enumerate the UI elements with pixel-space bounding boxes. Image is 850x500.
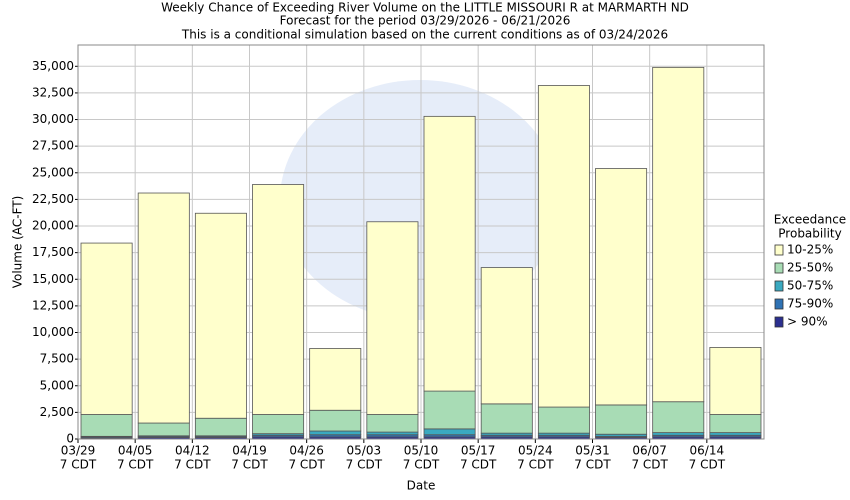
bar-segment xyxy=(309,409,362,432)
x-tick-label: 7 CDT xyxy=(403,458,440,472)
legend-swatch xyxy=(774,244,784,256)
y-tick-label: 15,000 xyxy=(32,272,74,286)
x-tick-label: 7 CDT xyxy=(574,458,611,472)
bar-segment xyxy=(366,414,419,433)
plot-border xyxy=(77,44,765,440)
bar-segment xyxy=(423,390,476,430)
y-axis-label: Volume (AC-FT) xyxy=(11,196,25,289)
bar-segment xyxy=(423,115,476,392)
bar-segment xyxy=(137,422,190,437)
bar-segment xyxy=(80,414,133,437)
bar-segment xyxy=(480,403,533,434)
y-tick-label: 7,500 xyxy=(40,352,74,366)
x-tick-label: 04/19 xyxy=(232,444,267,458)
watermark xyxy=(280,80,560,320)
legend-label: > 90% xyxy=(787,315,828,329)
x-tick-label: 7 CDT xyxy=(689,458,726,472)
bar-segment xyxy=(423,428,476,436)
x-tick-label: 7 CDT xyxy=(288,458,325,472)
x-tick-label: 06/14 xyxy=(690,444,725,458)
x-tick-label: 7 CDT xyxy=(631,458,668,472)
y-tick-label: 35,000 xyxy=(32,59,74,73)
y-tick-label: 10,000 xyxy=(32,325,74,339)
x-tick-label: 7 CDT xyxy=(231,458,268,472)
y-tick-label: 17,500 xyxy=(32,245,74,259)
legend-label: 25-50% xyxy=(787,261,833,275)
bar-segment xyxy=(537,406,590,434)
legend-title: Exceedance xyxy=(774,213,846,227)
x-tick-label: 7 CDT xyxy=(460,458,497,472)
x-tick-label: 7 CDT xyxy=(517,458,554,472)
bar-segment xyxy=(652,66,705,403)
bar-segment xyxy=(194,212,247,419)
bar-segment xyxy=(309,348,362,411)
bar-segment xyxy=(80,242,133,415)
x-tick-label: 04/12 xyxy=(175,444,210,458)
x-tick-label: 05/31 xyxy=(575,444,610,458)
x-tick-label: 05/17 xyxy=(461,444,496,458)
x-tick-label: 7 CDT xyxy=(117,458,154,472)
bar-segment xyxy=(366,221,419,415)
x-tick-label: 7 CDT xyxy=(174,458,211,472)
legend-label: 10-25% xyxy=(787,243,833,257)
y-tick-label: 25,000 xyxy=(32,165,74,179)
y-tick-label: 0 xyxy=(66,432,74,446)
x-tick-label: 05/10 xyxy=(404,444,439,458)
bar-segment xyxy=(309,430,362,436)
bar-segment xyxy=(595,168,648,406)
bar-segment xyxy=(652,401,705,434)
legend-swatch xyxy=(774,316,784,328)
bar-segment xyxy=(709,414,762,434)
y-tick-label: 2,500 xyxy=(40,405,74,419)
x-tick-label: 06/07 xyxy=(632,444,667,458)
y-tick-label: 22,500 xyxy=(32,192,74,206)
bar-segment xyxy=(480,267,533,405)
bar-segment xyxy=(252,414,305,435)
legend-title: Probability xyxy=(778,227,841,241)
legend-label: 75-90% xyxy=(787,297,833,311)
y-tick-label: 30,000 xyxy=(32,112,74,126)
x-axis-label: Date xyxy=(407,479,436,493)
x-tick-label: 05/03 xyxy=(347,444,382,458)
x-tick-label: 7 CDT xyxy=(346,458,383,472)
legend-swatch xyxy=(774,298,784,310)
y-tick-label: 27,500 xyxy=(32,139,74,153)
bar-segment xyxy=(537,85,590,408)
chart-title: Weekly Chance of Exceeding River Volume … xyxy=(161,1,689,15)
legend-swatch xyxy=(774,280,784,292)
chart-subtitle: Forecast for the period 03/29/2026 - 06/… xyxy=(280,14,571,28)
x-tick-label: 04/05 xyxy=(118,444,153,458)
bar-segment xyxy=(194,417,247,437)
bar-segment xyxy=(252,184,305,415)
x-tick-label: 04/26 xyxy=(289,444,324,458)
y-tick-label: 20,000 xyxy=(32,219,74,233)
y-tick-label: 5,000 xyxy=(40,378,74,392)
bar-segment xyxy=(595,404,648,435)
x-tick-label: 05/24 xyxy=(518,444,553,458)
legend-swatch xyxy=(774,262,784,274)
y-tick-label: 12,500 xyxy=(32,298,74,312)
y-tick-label: 32,500 xyxy=(32,85,74,99)
bar-segment xyxy=(709,347,762,415)
legend-label: 50-75% xyxy=(787,279,833,293)
x-tick-label: 7 CDT xyxy=(60,458,97,472)
x-tick-label: 03/29 xyxy=(61,444,96,458)
chart-subtitle: This is a conditional simulation based o… xyxy=(181,28,668,42)
bar-segment xyxy=(137,192,190,424)
